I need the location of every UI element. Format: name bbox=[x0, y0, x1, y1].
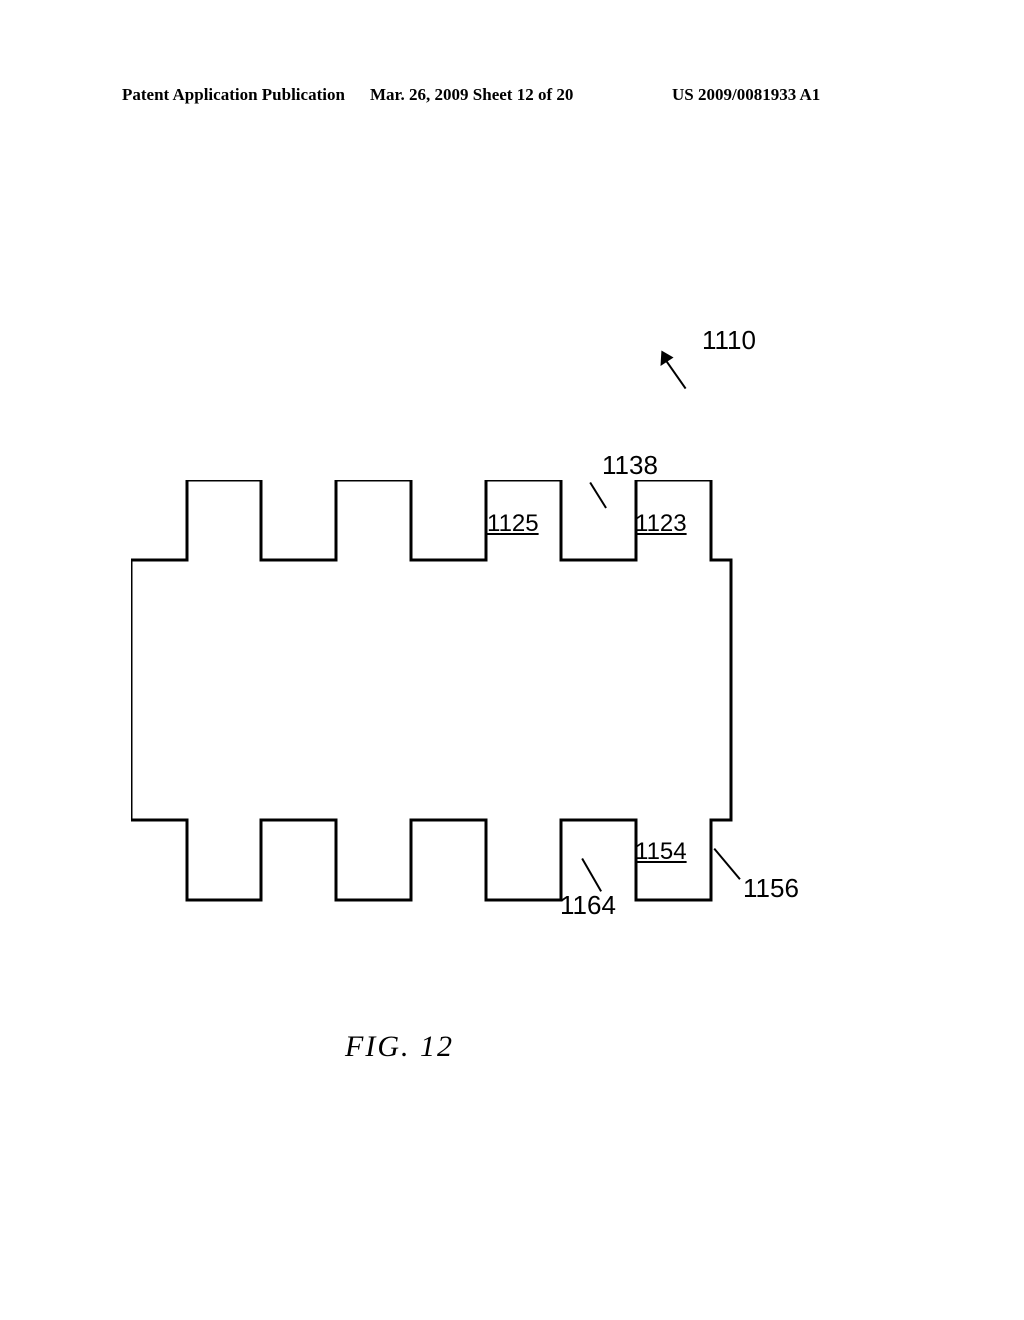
date-sheet-label: Mar. 26, 2009 Sheet 12 of 20 bbox=[370, 85, 573, 105]
ref-1138-label: 1138 bbox=[602, 450, 658, 481]
ref-1154-label: 1154 bbox=[635, 838, 687, 866]
pub-number-label: US 2009/0081933 A1 bbox=[672, 85, 820, 105]
ref-1164-label: 1164 bbox=[560, 890, 616, 921]
ref-1123-label: 1123 bbox=[635, 510, 687, 538]
figure-caption: FIG. 12 bbox=[345, 1030, 454, 1064]
figure-diagram: 1110 1138 1125 1123 1154 1164 1156 FIG. … bbox=[115, 330, 865, 1030]
publication-label: Patent Application Publication bbox=[122, 85, 345, 105]
assembly-ref-label: 1110 bbox=[702, 325, 756, 356]
ref-1125-label: 1125 bbox=[487, 510, 539, 538]
ref-1156-label: 1156 bbox=[743, 873, 799, 904]
